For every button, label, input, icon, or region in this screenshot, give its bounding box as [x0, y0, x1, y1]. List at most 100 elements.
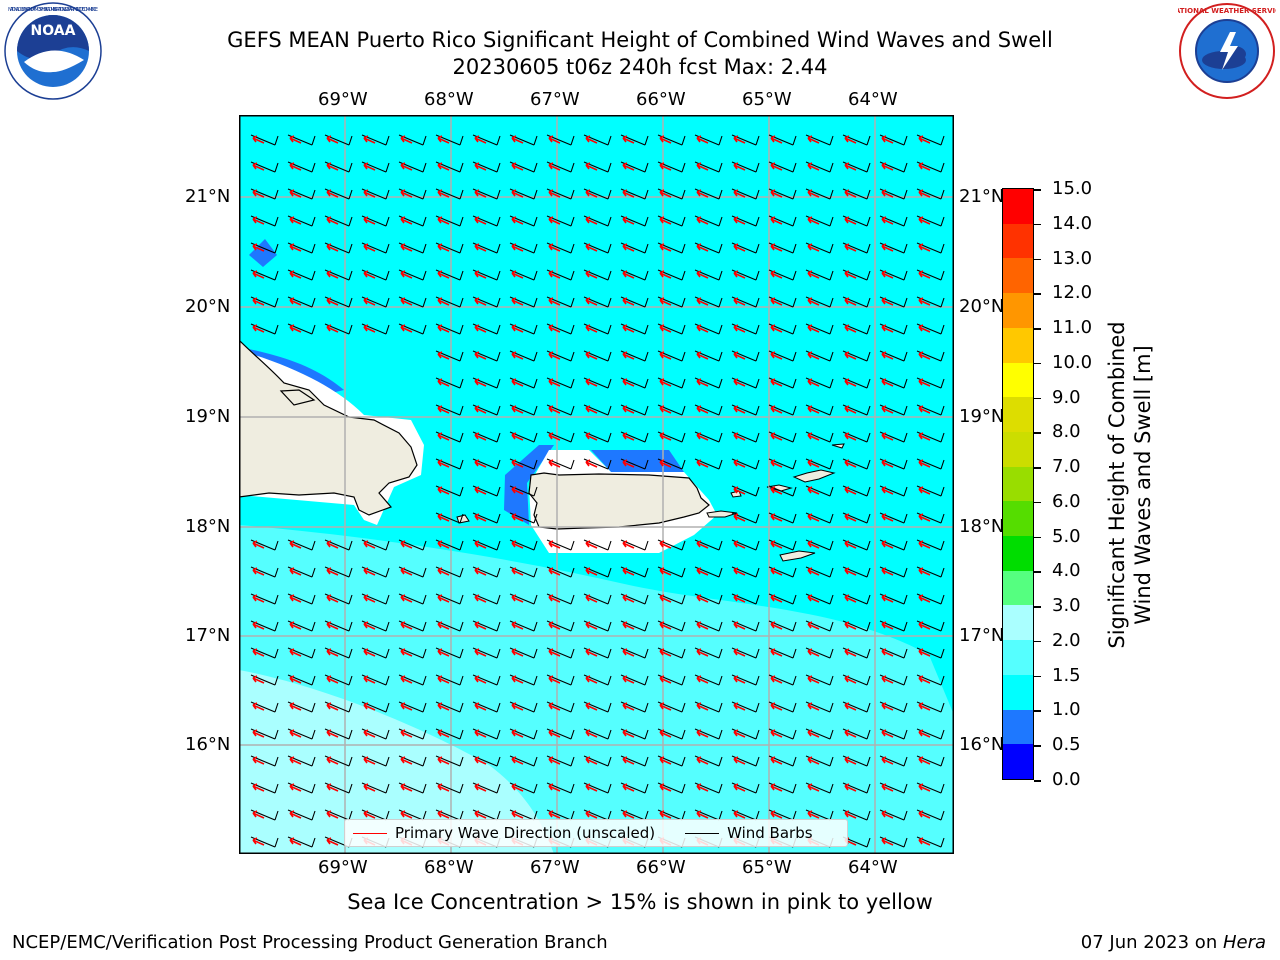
wave-direction-arrow	[326, 783, 339, 792]
wave-direction-arrow	[326, 837, 339, 846]
wind-barb	[324, 782, 353, 794]
wave-direction-arrow	[807, 783, 820, 792]
wave-direction-arrow	[696, 189, 709, 198]
wind-barb	[361, 296, 390, 308]
wave-direction-arrow	[622, 162, 635, 171]
wind-barb	[509, 296, 538, 308]
wave-direction-arrow	[252, 189, 265, 198]
wave-direction-arrow	[363, 297, 376, 306]
wave-direction-arrow	[474, 648, 487, 657]
wind-barb	[657, 431, 686, 443]
lat-label-right: 19°N	[959, 406, 1005, 427]
wave-direction-arrow	[807, 351, 820, 360]
wind-barb	[879, 836, 908, 848]
wave-direction-arrow	[252, 648, 265, 657]
wind-barb	[657, 728, 686, 740]
wave-direction-arrow	[844, 216, 857, 225]
wind-barb	[435, 188, 464, 200]
colorbar-tick-label: 9.0	[1052, 386, 1081, 408]
wind-barb	[620, 404, 649, 416]
wind-barb	[435, 323, 464, 335]
wave-direction-arrow	[881, 783, 894, 792]
wind-barb	[842, 269, 871, 281]
wave-direction-arrow	[252, 270, 265, 279]
wind-barb	[250, 296, 279, 308]
colorbar-segment	[1003, 293, 1033, 328]
wave-direction-arrow	[844, 540, 857, 549]
wave-direction-arrow	[252, 621, 265, 630]
wave-direction-arrow	[807, 567, 820, 576]
wave-direction-arrow	[585, 297, 598, 306]
wave-direction-arrow	[844, 297, 857, 306]
wind-barb	[509, 350, 538, 362]
wave-direction-arrow	[622, 189, 635, 198]
wave-direction-arrow	[437, 189, 450, 198]
wind-barb	[250, 269, 279, 281]
wave-direction-arrow	[437, 432, 450, 441]
colorbar-segment	[1003, 709, 1033, 745]
wave-direction-arrow	[437, 621, 450, 630]
wind-barb	[472, 323, 501, 335]
wind-barb	[361, 188, 390, 200]
chart-subtitle: 20230605 t06z 240h fcst Max: 2.44	[452, 55, 828, 79]
colorbar-tick-label: 14.0	[1052, 212, 1093, 234]
wind-barb	[657, 674, 686, 686]
wave-direction-arrow	[548, 324, 561, 333]
wave-direction-arrow	[659, 702, 672, 711]
wind-barb	[324, 242, 353, 254]
wave-direction-arrow	[437, 297, 450, 306]
wind-barb	[250, 809, 279, 821]
land-puerto-rico	[528, 472, 710, 530]
wind-barb	[509, 269, 538, 281]
wind-barb	[435, 512, 464, 524]
wave-direction-arrow	[400, 729, 413, 738]
wave-direction-arrow	[585, 648, 598, 657]
wave-direction-arrow	[363, 810, 376, 819]
wave-direction-arrow	[659, 270, 672, 279]
wind-barb	[620, 755, 649, 767]
wave-direction-arrow	[659, 594, 672, 603]
lat-label-right: 20°N	[959, 296, 1005, 317]
wind-barb	[879, 539, 908, 551]
wind-barb	[435, 593, 464, 605]
wind-barb	[916, 701, 945, 713]
wind-barb	[324, 134, 353, 146]
colorbar-tick-label: 12.0	[1052, 282, 1093, 304]
wave-direction-arrow	[881, 648, 894, 657]
colorbar-tick-mark	[1034, 745, 1041, 747]
wind-barb	[805, 188, 834, 200]
wave-direction-arrow	[437, 162, 450, 171]
wave-direction-arrow	[585, 459, 598, 468]
wind-barb	[842, 593, 871, 605]
wind-barb	[657, 188, 686, 200]
wind-barb	[546, 458, 575, 470]
wave-direction-arrow	[881, 297, 894, 306]
wave-direction-arrow	[733, 162, 746, 171]
wave-direction-arrow	[844, 621, 857, 630]
wind-barb	[879, 755, 908, 767]
wave-direction-arrow	[437, 459, 450, 468]
wind-barb	[731, 377, 760, 389]
colorbar-tick-mark	[1034, 328, 1041, 330]
wave-direction-arrow	[252, 297, 265, 306]
wind-barb	[879, 323, 908, 335]
wave-direction-arrow	[252, 567, 265, 576]
wave-direction-arrow	[511, 567, 524, 576]
wave-direction-arrow	[548, 135, 561, 144]
colorbar-tick-mark	[1034, 258, 1041, 261]
wave-direction-arrow	[696, 351, 709, 360]
wave-direction-arrow	[437, 675, 450, 684]
wave-direction-arrow	[918, 378, 931, 387]
wind-barb	[435, 404, 464, 416]
wind-barb	[398, 242, 427, 254]
wave-direction-arrow	[807, 486, 820, 495]
colorbar-tick-label: 15.0	[1052, 178, 1093, 199]
wave-direction-arrow	[511, 432, 524, 441]
wind-barb	[916, 458, 945, 470]
wind-barb	[509, 782, 538, 794]
colorbar-segment	[1003, 674, 1033, 710]
wind-barb	[361, 674, 390, 686]
wave-direction-arrow	[585, 729, 598, 738]
wave-direction-arrow	[585, 162, 598, 171]
wind-barb	[879, 269, 908, 281]
